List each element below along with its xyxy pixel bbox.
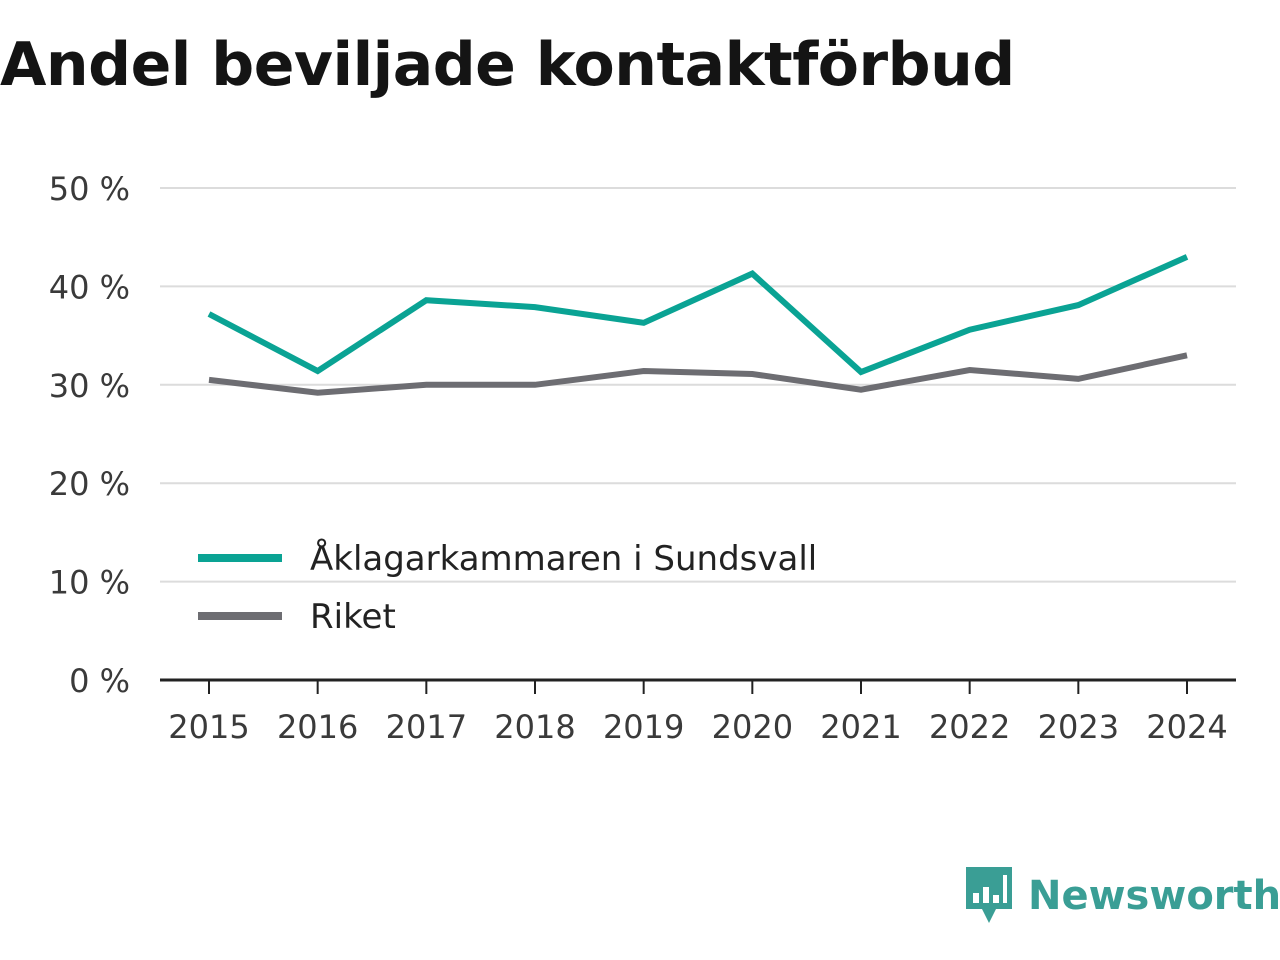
y-tick-label-20: 20 %	[49, 465, 130, 503]
newsworthy-logo: Newsworthy	[964, 864, 1280, 928]
y-tick-label-40: 40 %	[49, 268, 130, 306]
y-tick-label-10: 10 %	[49, 564, 130, 602]
x-tick-label-2022: 2022	[929, 708, 1010, 746]
y-tick-label-0: 0 %	[69, 662, 130, 700]
x-tick-label-2018: 2018	[494, 708, 575, 746]
x-tick-label-2019: 2019	[603, 708, 684, 746]
legend: Åklagarkammaren i Sundsvall Riket	[185, 528, 855, 637]
legend-background	[185, 528, 855, 580]
x-axis	[160, 678, 1236, 694]
x-tick-label-2021: 2021	[820, 708, 901, 746]
newsworthy-icon	[966, 867, 1012, 923]
x-tick-label-2016: 2016	[277, 708, 358, 746]
chart-title: Andel beviljade kontaktförbud	[0, 30, 1015, 100]
series-line-1	[208, 352, 1188, 396]
y-tick-label-50: 50 %	[49, 170, 130, 208]
legend-label-1: Riket	[310, 597, 396, 637]
gridlines	[160, 187, 1236, 583]
series-line-0	[207, 254, 1189, 376]
series-lines	[207, 254, 1189, 396]
y-tick-label-30: 30 %	[49, 367, 130, 405]
y-axis-tick-labels: 0 % 10 % 20 % 30 % 40 % 50 %	[49, 170, 130, 700]
x-axis-tick-labels: 2015 2016 2017 2018 2019 2020 2021 2022 2023 2024	[168, 708, 1227, 746]
legend-label-0: Åklagarkammaren i Sundsvall	[310, 538, 817, 579]
x-tick-label-2024: 2024	[1146, 708, 1227, 746]
x-tick-label-2015: 2015	[168, 708, 249, 746]
x-tick-label-2023: 2023	[1038, 708, 1119, 746]
x-tick-label-2017: 2017	[386, 708, 467, 746]
brand-name: Newsworthy	[1028, 873, 1280, 919]
x-tick-label-2020: 2020	[712, 708, 793, 746]
